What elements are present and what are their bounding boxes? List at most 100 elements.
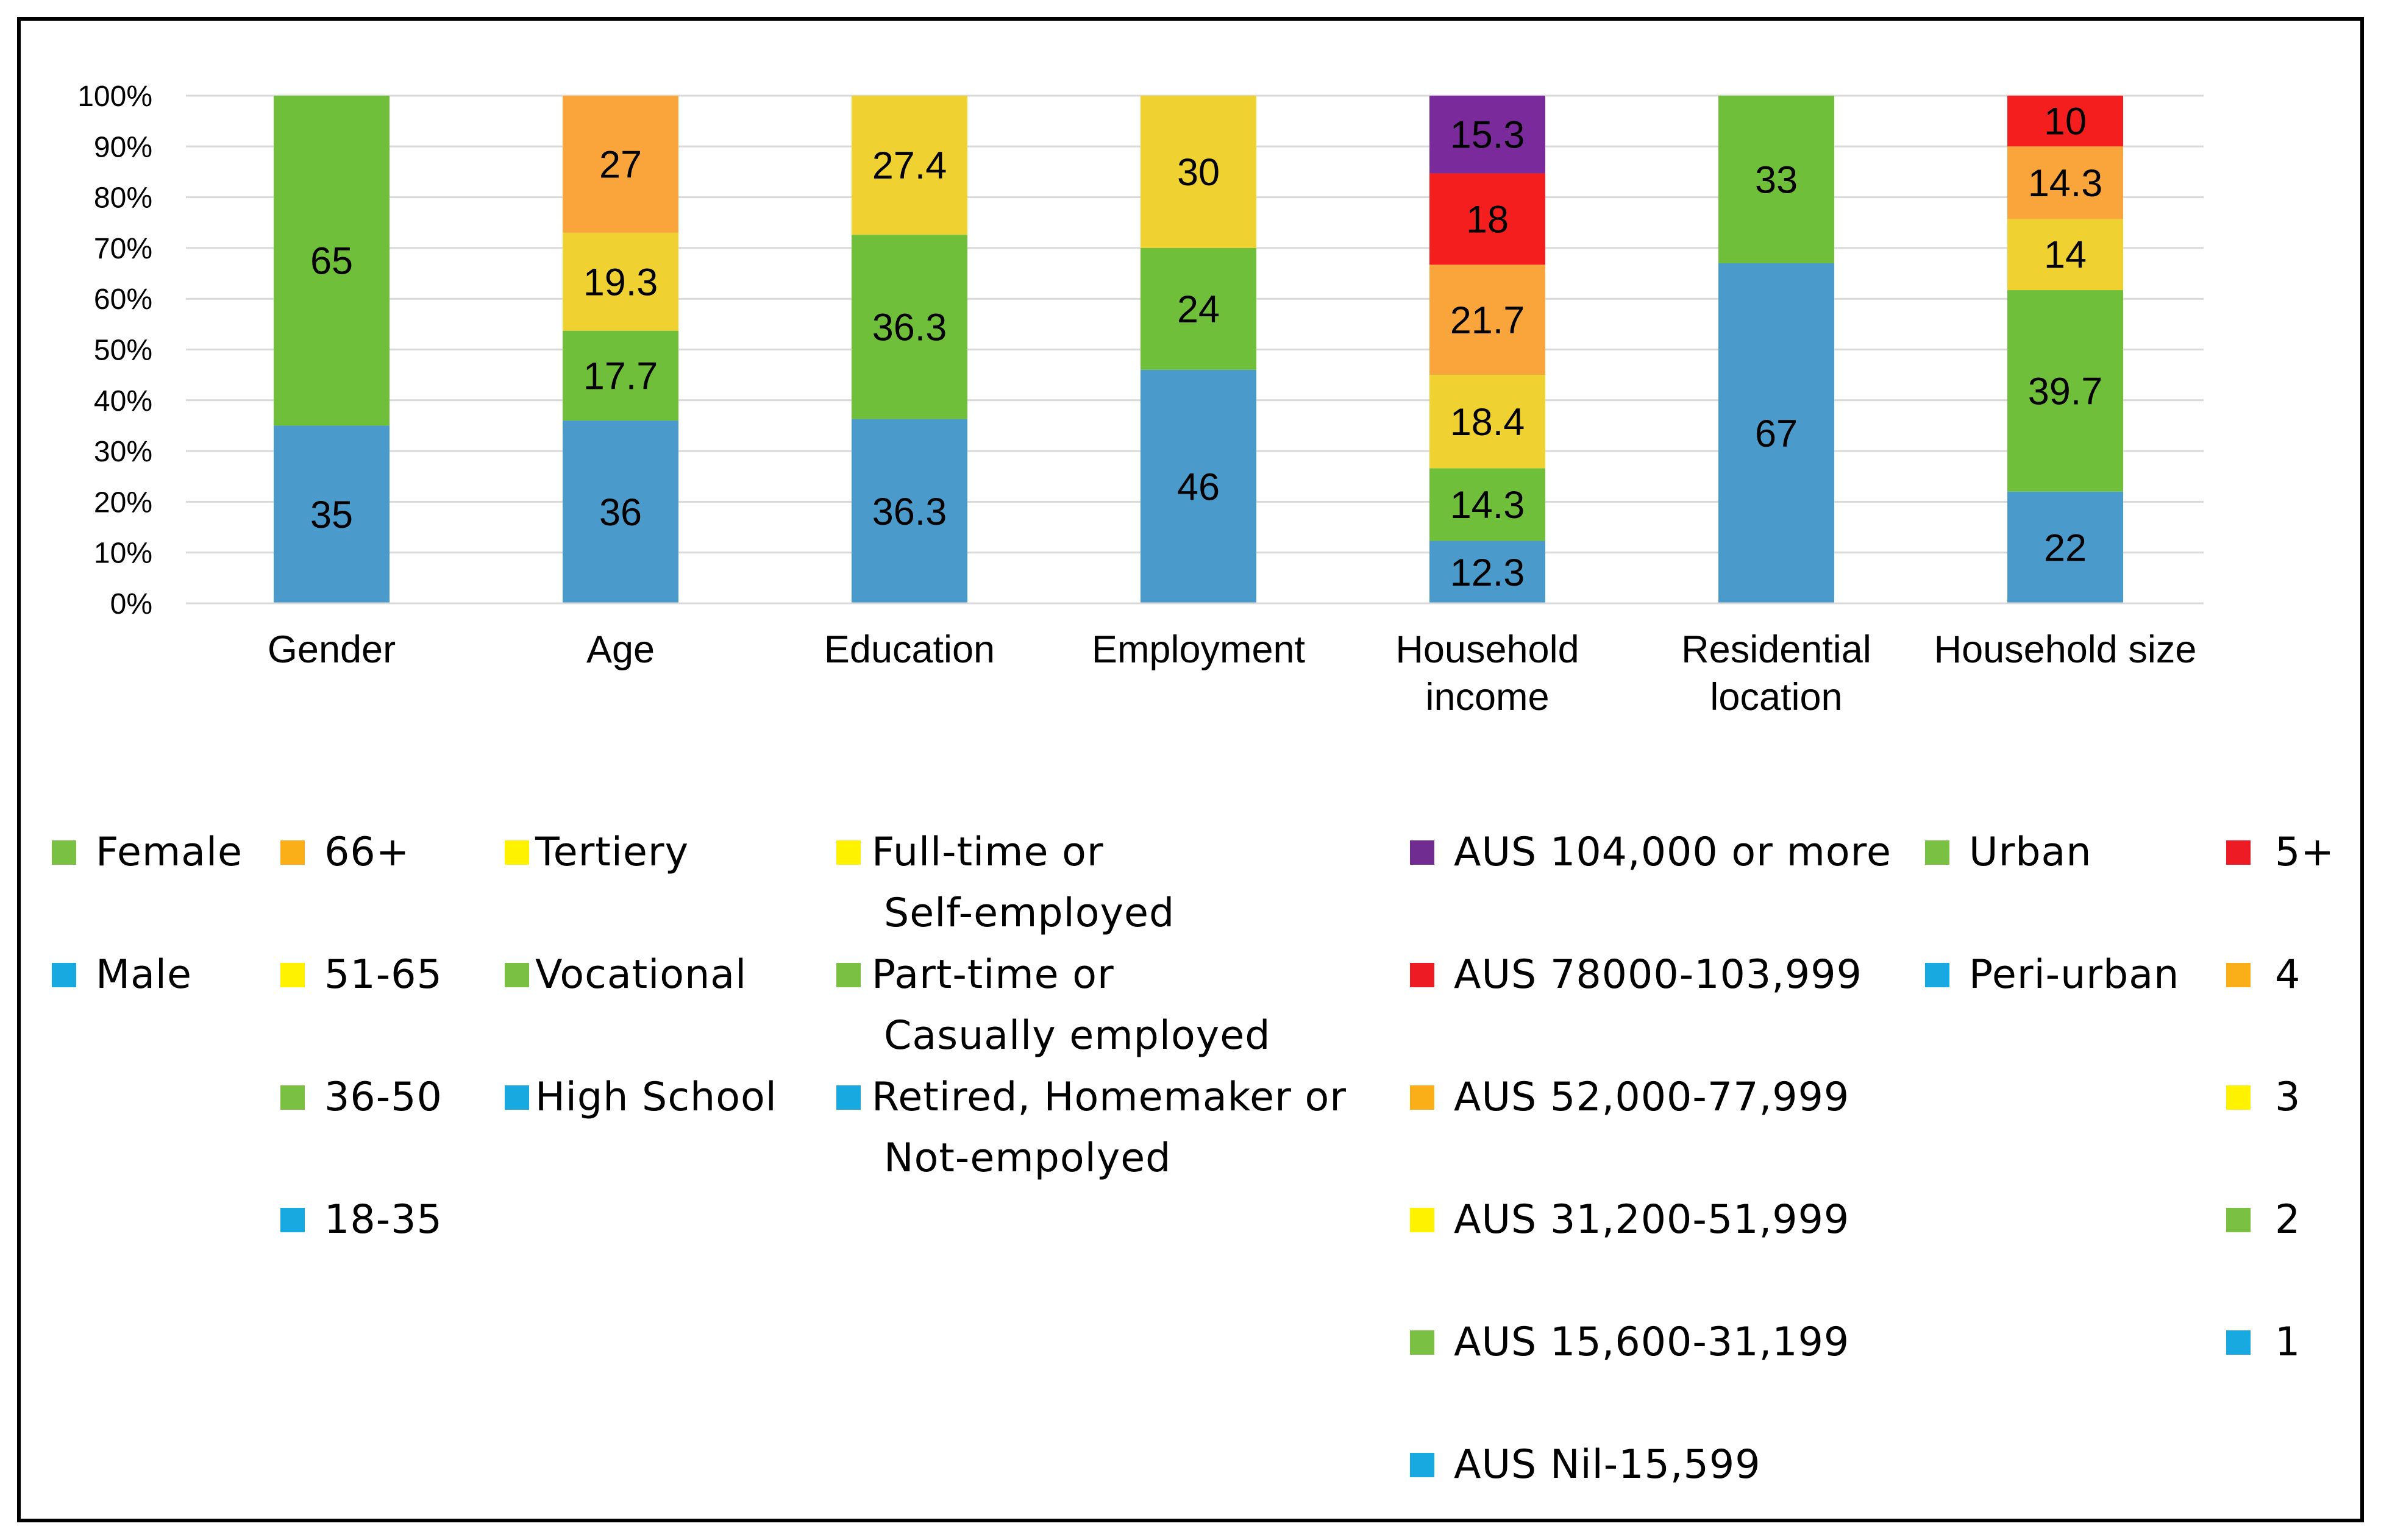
legend-label: AUS 78000-103,999	[1454, 952, 1862, 998]
bar-segment	[1718, 263, 1834, 603]
legend-swatch	[2226, 963, 2251, 987]
bar-segment	[1429, 173, 1545, 265]
y-tick-label: 100%	[77, 80, 152, 113]
y-tick-label: 70%	[94, 233, 152, 265]
y-tick-label: 50%	[94, 335, 152, 367]
bar-segment	[2007, 491, 2123, 603]
x-category-label: location	[1710, 676, 1842, 719]
legend-swatch	[1410, 1085, 1434, 1110]
legend-label: Tertiery	[535, 829, 689, 875]
bar-segment	[563, 232, 678, 331]
bar-segment	[2007, 290, 2123, 492]
legend-label-continuation: Not-empolyed	[884, 1135, 1172, 1181]
bar-segment	[1718, 96, 1834, 263]
legend-label: AUS 104,000 or more	[1454, 829, 1892, 875]
data-label: 22	[2044, 527, 2087, 569]
bar-segment	[1429, 375, 1545, 469]
data-label: 67	[1755, 413, 1798, 455]
data-label: 14.3	[1450, 484, 1525, 527]
bar-segment	[1429, 468, 1545, 541]
legend-label: High School	[535, 1074, 777, 1120]
legend-label: AUS 15,600-31,199	[1454, 1319, 1850, 1365]
legend-label: 51-65	[324, 952, 443, 998]
bar-segment	[2007, 146, 2123, 219]
bar-segment	[1429, 541, 1545, 603]
data-label: 27	[599, 143, 642, 186]
legend-swatch	[52, 963, 76, 987]
legend-label: Peri-urban	[1969, 952, 2180, 998]
y-tick-label: 90%	[94, 131, 152, 163]
legend-swatch	[280, 963, 305, 987]
legend-label-continuation: Casually employed	[884, 1013, 1271, 1059]
legend-swatch	[836, 840, 861, 865]
legend-swatch	[280, 1085, 305, 1110]
legend-swatch	[2226, 1208, 2251, 1232]
legend-swatch	[52, 840, 76, 865]
legend-swatch	[1410, 1208, 1434, 1232]
legend-label: 5+	[2275, 829, 2335, 875]
y-tick-label: 40%	[94, 385, 152, 417]
data-label: 18	[1466, 198, 1509, 241]
legend-label: 36-50	[324, 1074, 443, 1120]
data-label: 14.3	[2028, 162, 2103, 205]
data-label: 24	[1177, 288, 1220, 331]
data-label: 21.7	[1450, 299, 1525, 342]
bar-segment	[852, 96, 967, 235]
data-label: 12.3	[1450, 552, 1525, 594]
legend-label: Part-time or	[872, 952, 1114, 998]
bar-segment	[2007, 219, 2123, 291]
bar-segment	[563, 420, 678, 603]
y-tick-label: 0%	[110, 588, 152, 620]
data-label: 14	[2044, 234, 2087, 277]
legend-swatch	[836, 963, 861, 987]
legend-swatch	[2226, 1085, 2251, 1110]
bar-segment	[2007, 96, 2123, 147]
legend-label: 3	[2275, 1074, 2301, 1120]
data-label: 10	[2044, 101, 2087, 143]
legend-label-continuation: Self-employed	[884, 890, 1175, 936]
data-label: 30	[1177, 151, 1220, 194]
data-label: 65	[310, 240, 353, 283]
bar-segment	[852, 235, 967, 419]
x-category-label: Employment	[1092, 628, 1306, 671]
data-label: 46	[1177, 466, 1220, 508]
chart-frame	[17, 17, 2364, 1522]
legend-label: AUS Nil-15,599	[1454, 1442, 1761, 1488]
legend-swatch	[280, 840, 305, 865]
legend-label: Urban	[1969, 829, 2092, 875]
bar-segment	[274, 425, 390, 603]
x-category-label: income	[1425, 676, 1549, 719]
data-label: 17.7	[583, 355, 658, 397]
legend-swatch	[1410, 963, 1434, 987]
legend-swatch	[2226, 840, 2251, 865]
legend-label: 66+	[324, 829, 410, 875]
legend-swatch	[1410, 1453, 1434, 1477]
bar-segment	[1429, 264, 1545, 375]
x-category-label: Household size	[1934, 628, 2197, 671]
legend-swatch	[2226, 1330, 2251, 1355]
legend-label: Female	[96, 829, 243, 875]
legend-swatch	[1925, 840, 1949, 865]
bar-segment	[1141, 247, 1256, 370]
x-category-label: Household	[1395, 628, 1579, 671]
data-label: 15.3	[1450, 114, 1525, 157]
legend-label: Vocational	[535, 952, 747, 998]
data-label: 27.4	[872, 144, 947, 187]
data-label: 33	[1755, 158, 1798, 201]
legend-label: 1	[2275, 1319, 2301, 1365]
data-label: 36.3	[872, 491, 947, 533]
y-tick-label: 30%	[94, 436, 152, 468]
y-tick-label: 10%	[94, 538, 152, 570]
data-label: 19.3	[583, 261, 658, 303]
legend-label: Male	[96, 952, 192, 998]
data-label: 36.3	[872, 306, 947, 349]
x-category-label: Gender	[268, 628, 396, 671]
legend-swatch	[505, 840, 529, 865]
legend-swatch	[1410, 1330, 1434, 1355]
legend-swatch	[505, 963, 529, 987]
legend-label: 4	[2275, 952, 2301, 998]
legend-label: 2	[2275, 1197, 2301, 1243]
legend-swatch	[280, 1208, 305, 1232]
bar-segment	[274, 96, 390, 426]
